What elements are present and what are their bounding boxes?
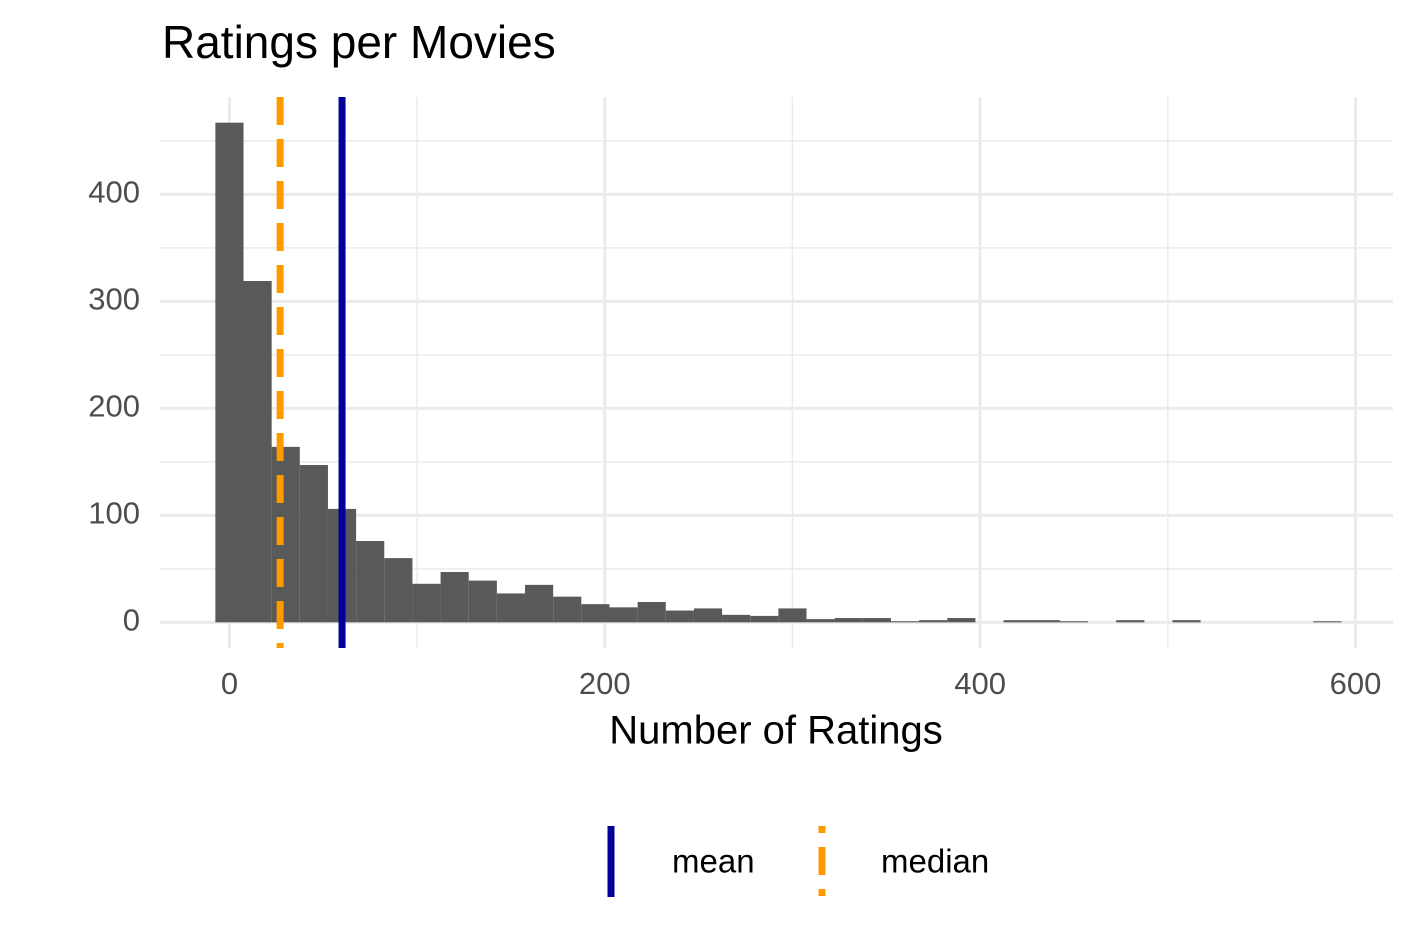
bar [525,584,554,623]
y-tick-label: 0 [123,603,140,638]
bar [468,580,497,623]
bar [384,558,413,623]
bar [243,281,272,623]
bar [834,618,863,623]
bar [637,601,666,623]
legend-label: median [881,843,989,880]
bar [665,610,694,623]
bar [496,593,526,623]
bar [440,572,469,623]
bar [1172,620,1201,623]
bar [693,608,723,623]
bar [412,583,441,623]
bar [806,619,835,623]
bar [919,620,948,623]
y-tick-label: 100 [88,496,140,531]
bar [862,618,891,623]
bar [1116,620,1145,623]
bar [722,614,751,623]
x-axis-label: Number of Ratings [609,709,942,753]
bar [890,621,920,623]
y-tick-label: 200 [88,389,140,424]
bar [1059,621,1089,623]
bar [271,446,300,623]
bar [215,122,244,623]
bar [947,618,976,623]
x-tick-label: 200 [579,666,631,701]
legend-label: mean [672,843,755,880]
bar [1003,620,1032,623]
x-tick-label: 0 [221,666,238,701]
y-tick-label: 300 [88,282,140,317]
chart-title: Ratings per Movies [162,16,556,68]
y-tick-label: 400 [88,175,140,210]
bar [609,607,638,623]
bar [581,604,610,623]
bar [750,615,779,623]
bar [778,608,807,623]
bar [1313,621,1342,623]
bar [553,596,582,623]
bar [356,541,385,623]
bar [299,465,328,623]
x-tick-label: 400 [954,666,1006,701]
x-tick-label: 600 [1330,666,1382,701]
bar [1031,620,1060,623]
